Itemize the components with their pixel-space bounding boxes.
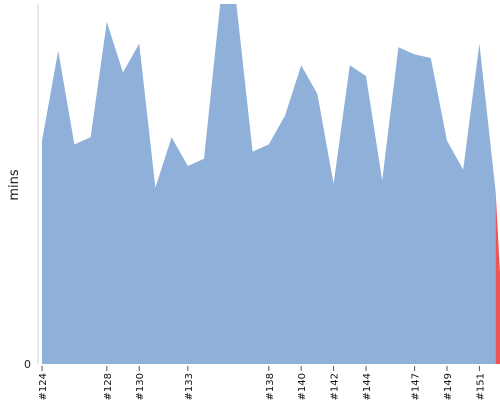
x-tick-label: #124 [38,373,49,400]
x-axis-ticks: #124 #128 #130 #133 #138 #140 #142 #144 #147 #149… [38,366,486,400]
x-tick-label: #133 [184,373,195,400]
x-tick-label: #142 [330,373,341,400]
x-tick-label: #144 [362,373,373,400]
x-tick-label: #140 [297,373,308,400]
x-tick-label: #149 [443,373,454,400]
x-tick-label: #138 [265,373,276,400]
x-tick-label: #147 [411,373,422,400]
plot-area [42,4,500,364]
y-tick-zero: 0 [24,358,31,371]
x-tick-label: #130 [135,373,146,400]
x-tick-label: #128 [103,373,114,400]
failure-duration-area [495,191,500,364]
success-duration-area [42,4,496,364]
y-axis-label: mins [7,169,22,201]
x-tick-label: #151 [475,373,486,400]
